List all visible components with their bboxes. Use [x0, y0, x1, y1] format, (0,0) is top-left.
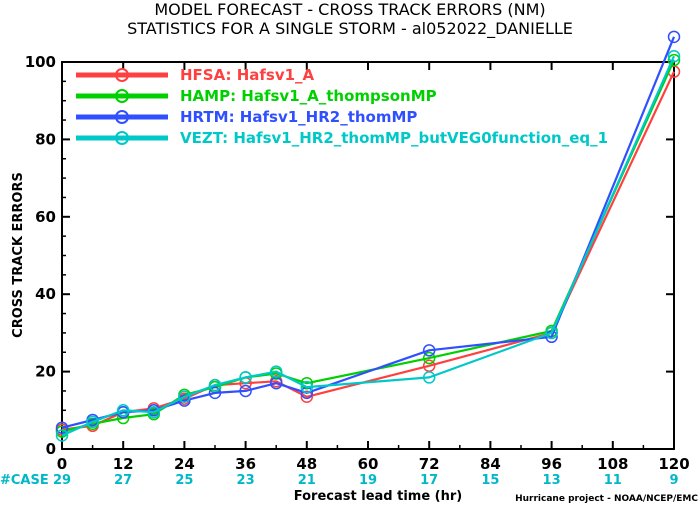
legend-label: HFSA: Hafsv1_A	[180, 66, 315, 84]
x-tick-label: 60	[358, 455, 379, 473]
case-count: 27	[114, 473, 132, 488]
data-point	[667, 30, 681, 44]
data-point	[422, 351, 436, 365]
data-point	[667, 49, 681, 63]
data-point	[422, 371, 436, 384]
case-label: #CASE	[0, 473, 49, 488]
series-3	[55, 49, 681, 442]
legend-item: HRTM: Hafsv1_HR2_thomMP	[76, 108, 417, 126]
x-tick-label: 96	[541, 455, 562, 473]
legend-item: HFSA: Hafsv1_A	[76, 66, 315, 84]
case-count: 15	[481, 473, 499, 488]
case-count: 19	[359, 473, 377, 488]
data-point	[239, 371, 252, 384]
y-tick-label: 80	[35, 130, 56, 148]
y-axis-label: CROSS TRACK ERRORS	[11, 172, 26, 338]
case-count: 25	[175, 473, 193, 488]
case-count: 17	[420, 473, 438, 488]
legend-marker	[115, 68, 129, 82]
data-point	[55, 429, 69, 442]
case-count: 23	[237, 473, 255, 488]
x-axis-label: Forecast lead time (hr)	[294, 489, 462, 504]
data-point	[667, 53, 681, 67]
chart-title: MODEL FORECAST - CROSS TRACK ERRORS (NM)	[154, 0, 545, 19]
data-point	[239, 384, 252, 398]
data-point	[116, 404, 130, 417]
legend-label: HRTM: Hafsv1_HR2_thomMP	[180, 108, 417, 126]
data-point	[545, 326, 558, 340]
data-point	[208, 378, 222, 392]
case-count: 21	[298, 473, 316, 488]
chart-subtitle: STATISTICS FOR A SINGLE STORM - al052022…	[127, 19, 573, 39]
case-counts: 29 27 25 23 21 19 17 15 13 11 9	[53, 473, 679, 488]
legend-item: HAMP: Hafsv1_A_thompsonMP	[76, 87, 437, 105]
x-tick-label: 84	[480, 455, 501, 473]
x-tick-label: 12	[113, 455, 134, 473]
data-point	[300, 390, 314, 404]
case-count: 29	[53, 473, 71, 488]
data-point	[178, 390, 191, 404]
x-tick-label: 24	[174, 455, 195, 473]
data-point	[300, 380, 314, 394]
legend-marker	[115, 110, 129, 124]
data-point	[208, 386, 222, 400]
case-count: 9	[669, 473, 678, 488]
y-tick-label: 0	[46, 440, 56, 458]
data-point	[55, 425, 69, 438]
data-point	[86, 415, 99, 429]
y-tick-label: 60	[35, 208, 56, 226]
legend-label: VEZT: Hafsv1_HR2_thomMP_butVEG0function_…	[180, 129, 608, 147]
data-point	[269, 365, 283, 378]
credit-text: Hurricane project - NOAA/NCEP/EMC	[515, 494, 698, 504]
x-tick-label: 72	[419, 455, 440, 473]
y-tick-label: 100	[25, 53, 56, 71]
x-axis: 0 12 24 36 48 60 72 84 96 108 120	[57, 62, 690, 473]
y-tick-label: 20	[35, 363, 56, 381]
data-point	[422, 344, 436, 357]
x-tick-label: 0	[57, 455, 67, 473]
legend-marker	[115, 89, 129, 103]
legend: HFSA: Hafsv1_A HAMP: Hafsv1_A_thompsonMP H…	[76, 66, 608, 147]
legend-label: HAMP: Hafsv1_A_thompsonMP	[180, 87, 437, 105]
x-tick-label: 108	[597, 455, 628, 473]
data-point	[147, 405, 161, 419]
data-point	[55, 421, 69, 434]
case-count: 11	[604, 473, 622, 488]
legend-item: VEZT: Hafsv1_HR2_thomMP_butVEG0function_…	[76, 129, 608, 147]
case-count: 13	[543, 473, 561, 488]
x-tick-label: 120	[658, 455, 689, 473]
legend-marker	[115, 131, 129, 145]
y-tick-label: 40	[35, 285, 56, 303]
series-group	[55, 30, 681, 442]
x-tick-label: 36	[235, 455, 256, 473]
x-tick-label: 48	[296, 455, 317, 473]
